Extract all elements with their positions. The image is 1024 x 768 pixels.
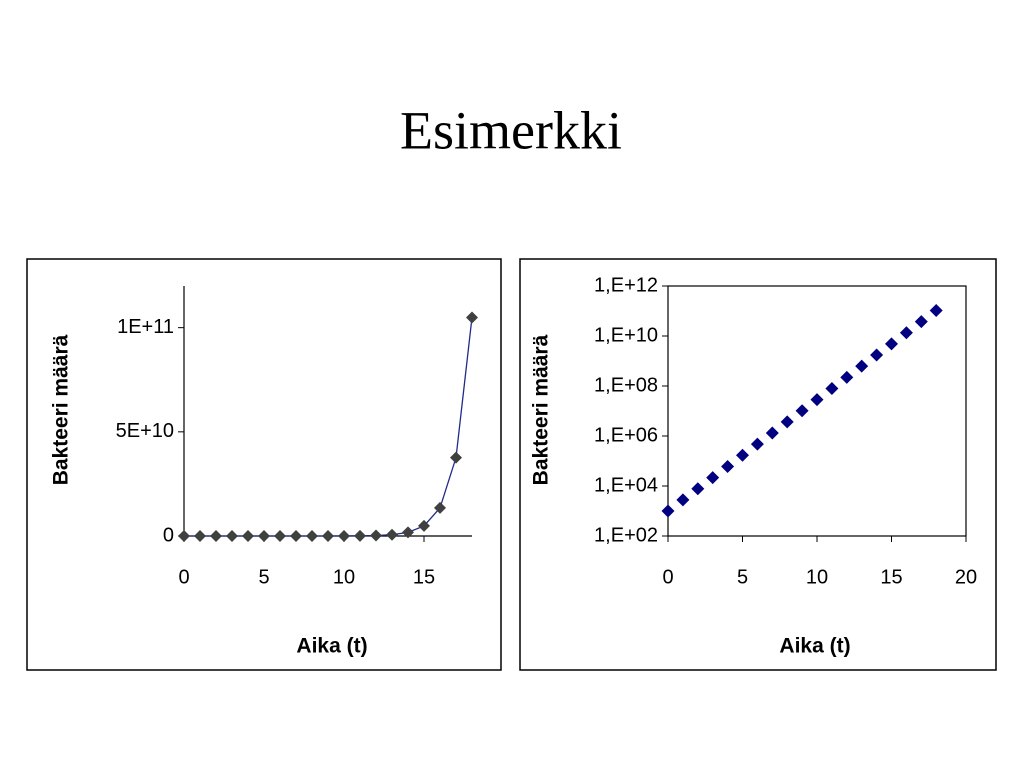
data-point (274, 529, 286, 542)
y-axis-label: Bakteeri määrä (530, 334, 553, 485)
y-axis-label: Bakteeri määrä (50, 334, 73, 485)
x-axis-label: Aika (t) (296, 635, 367, 658)
data-line (184, 317, 473, 537)
data-point (370, 529, 382, 542)
data-point (418, 519, 430, 532)
data-point (676, 493, 690, 507)
data-point (178, 530, 190, 542)
data-point (825, 381, 839, 395)
x-axis-label: Aika (t) (779, 635, 850, 658)
chart-box (519, 258, 997, 671)
y-tick-label: 5E+10 (116, 420, 174, 442)
y-tick-label: 1,E+12 (594, 274, 658, 296)
y-tick-label: 1E+11 (117, 316, 174, 338)
data-point (226, 529, 238, 542)
data-point (885, 337, 898, 351)
x-tick-label: 5 (737, 566, 748, 588)
x-tick-label: 5 (258, 566, 269, 588)
data-point (258, 529, 270, 542)
data-point (434, 501, 446, 514)
x-tick-label: 10 (333, 566, 355, 588)
y-tick-label: 1,E+10 (594, 324, 658, 346)
y-tick-label: 1,E+04 (594, 474, 658, 496)
data-point (721, 459, 735, 473)
data-point (765, 426, 779, 440)
data-point (290, 529, 302, 542)
x-tick-label: 15 (880, 566, 902, 588)
data-point (899, 326, 913, 340)
x-tick-label: 20 (955, 566, 977, 588)
data-point (736, 448, 749, 462)
data-point (780, 415, 794, 429)
x-tick-label: 0 (662, 566, 673, 588)
data-point (840, 370, 854, 384)
data-point (402, 526, 414, 539)
data-point (750, 437, 764, 451)
data-point (706, 471, 720, 485)
data-point (194, 530, 206, 542)
y-tick-label: 0 (163, 524, 174, 546)
x-tick-label: 0 (178, 566, 189, 588)
data-point (242, 529, 254, 542)
data-point (338, 529, 350, 542)
data-point (914, 315, 928, 329)
data-point (466, 311, 478, 324)
chart-box (26, 258, 502, 671)
x-tick-label: 15 (413, 566, 435, 588)
data-point (210, 530, 222, 542)
data-point (306, 529, 318, 542)
data-point (450, 451, 462, 464)
y-tick-label: 1,E+06 (594, 424, 658, 446)
data-point (929, 303, 943, 317)
data-point (855, 359, 869, 373)
data-point (810, 393, 824, 407)
slide-title: Esimerkki (400, 100, 622, 160)
data-point (870, 348, 884, 362)
data-point (691, 482, 705, 496)
data-point (354, 529, 366, 542)
data-point (795, 404, 809, 418)
data-point (661, 504, 675, 518)
y-tick-label: 1,E+08 (594, 374, 658, 396)
x-tick-label: 10 (806, 566, 828, 588)
data-point (386, 528, 398, 541)
y-tick-label: 1,E+02 (594, 524, 658, 546)
data-point (322, 529, 334, 542)
